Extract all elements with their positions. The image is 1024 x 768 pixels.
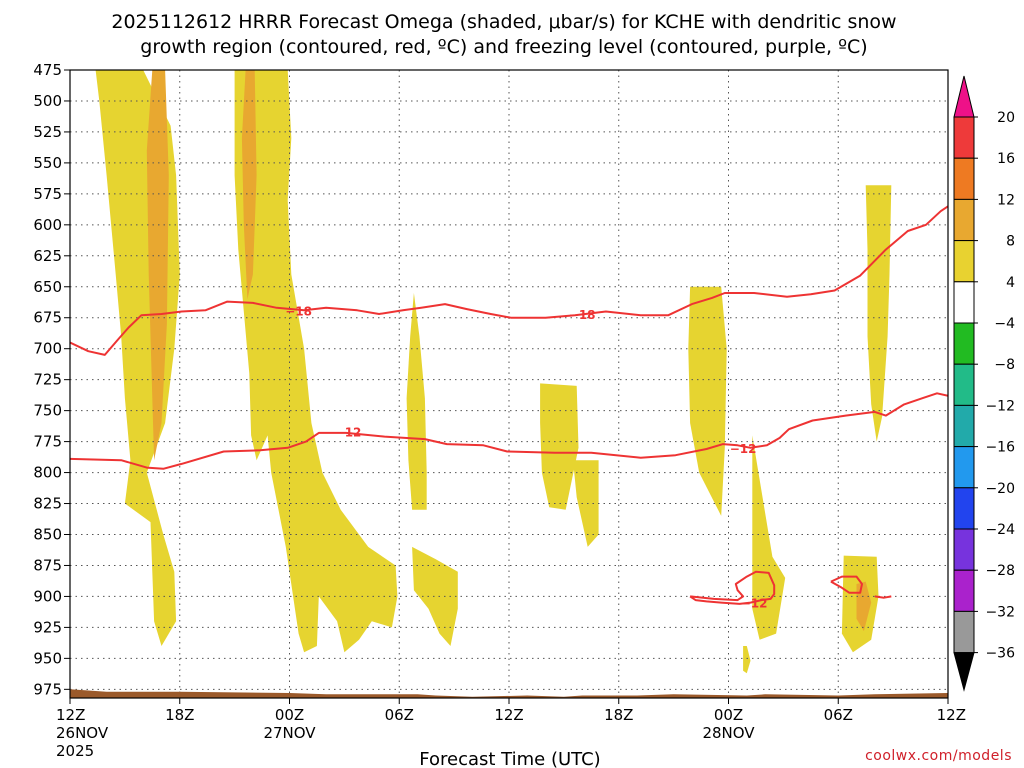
x-tick-label: 00Z	[275, 706, 304, 724]
colorbar-label: −28	[985, 563, 1015, 579]
colorbar-swatch	[953, 157, 975, 200]
y-tick-label: 675	[33, 309, 62, 327]
contour-line--12	[830, 575, 863, 594]
y-tick-label: 875	[33, 556, 62, 574]
colorbar-bottom-arrow	[953, 652, 975, 692]
omega-shaded-region-light	[573, 460, 599, 547]
y-tick-label: 900	[33, 587, 62, 605]
contour-label: −18	[285, 304, 312, 318]
colorbar-label: −20	[985, 481, 1015, 497]
y-tick-label: 750	[33, 402, 62, 420]
omega-shaded-region-light	[743, 646, 751, 674]
y-tick-label: 575	[33, 185, 62, 203]
colorbar-label: −12	[985, 398, 1015, 414]
y-tick-label: 950	[33, 649, 62, 667]
y-tick-label: 725	[33, 371, 62, 389]
colorbar-swatch	[953, 322, 975, 365]
colorbar-swatch	[953, 446, 975, 489]
colorbar-swatch	[953, 116, 975, 159]
chart-title-line1: 2025112612 HRRR Forecast Omega (shaded, …	[111, 11, 896, 33]
colorbar-swatch	[953, 198, 975, 242]
contour-line--12	[689, 570, 776, 605]
colorbar-label: −24	[985, 522, 1015, 538]
plot-area: −18 −18 −12 −12 −12	[69, 69, 949, 699]
x-tick-label: 06Z	[385, 706, 414, 724]
y-tick-label: 925	[33, 618, 62, 636]
y-tick-label: 625	[33, 247, 62, 265]
terrain-fill	[70, 689, 948, 698]
colorbar-label: 12	[997, 192, 1015, 208]
omega-shaded-region-light	[865, 185, 892, 442]
y-tick-label: 775	[33, 433, 62, 451]
colorbar-label: 16	[997, 151, 1015, 167]
x-axis-title: Forecast Time (UTC)	[419, 749, 600, 768]
x-tick-label: 18Z	[604, 706, 633, 724]
omega-shaded-region-light	[688, 286, 727, 516]
colorbar-label: 8	[1006, 234, 1015, 250]
colorbar-swatch	[953, 363, 975, 406]
y-tick-label: 800	[33, 464, 62, 482]
contour-label: −18	[569, 308, 596, 322]
colorbar-label: −16	[985, 440, 1015, 456]
y-tick-label: 525	[33, 123, 62, 141]
colorbar-swatch	[953, 240, 975, 283]
x-tick-year-label: 2025	[56, 742, 94, 760]
omega-shaded-region-light	[752, 435, 786, 640]
omega-shaded-region-light	[412, 546, 458, 646]
contour-line--12	[70, 392, 948, 470]
colorbar-label: 20	[997, 110, 1015, 126]
x-tick-date-label: 26NOV	[56, 724, 109, 742]
colorbar-swatch	[953, 528, 975, 571]
y-tick-label: 475	[33, 61, 62, 79]
colorbar: 20 16 12 8 4 −4 −8 −12 −16 −20 −24 −28 −32 −36	[953, 75, 1015, 692]
colorbar-label: −32	[985, 604, 1015, 620]
contour-label: −12	[730, 442, 757, 456]
y-tick-label: 500	[33, 92, 62, 110]
colorbar-top-arrow	[953, 75, 975, 118]
x-tick-label: 18Z	[165, 706, 194, 724]
colorbar-label: −8	[994, 357, 1015, 373]
credit-link[interactable]: coolwx.com/models	[865, 748, 1012, 764]
colorbar-label: 4	[1006, 275, 1015, 291]
contour-line--12	[874, 595, 892, 599]
omega-shaded-region-light	[234, 70, 398, 653]
y-tick-label: 975	[33, 680, 62, 698]
y-tick-label: 850	[33, 525, 62, 543]
contour-line--18	[70, 205, 948, 356]
colorbar-swatch	[953, 610, 975, 654]
y-tick-label: 650	[33, 278, 62, 296]
x-tick-label: 00Z	[714, 706, 743, 724]
x-tick-label: 12Z	[56, 706, 85, 724]
colorbar-label: −4	[994, 316, 1015, 332]
y-tick-label: 600	[33, 216, 62, 234]
omega-shaded-region-medium	[146, 70, 169, 461]
x-tick-date-label: 28NOV	[702, 724, 755, 742]
axes: 475 500 525 550 575 600 625 650 675 700 725 750 775 8…	[33, 61, 966, 760]
x-tick-label: 12Z	[494, 706, 523, 724]
omega-shaded-region-light	[540, 383, 579, 510]
colorbar-swatch	[953, 404, 975, 448]
colorbar-swatch	[953, 569, 975, 612]
omega-shaded-region-medium	[241, 70, 257, 300]
chart-title-line2: growth region (contoured, red, ºC) and f…	[140, 36, 867, 58]
y-tick-label: 700	[33, 340, 62, 358]
x-tick-label: 12Z	[937, 706, 966, 724]
colorbar-swatch	[953, 487, 975, 530]
x-tick-date-label: 27NOV	[263, 724, 316, 742]
omega-shaded-region-medium	[856, 581, 872, 632]
y-tick-label: 550	[33, 154, 62, 172]
contour-label: −12	[335, 426, 362, 440]
colorbar-swatch	[953, 281, 975, 324]
x-tick-label: 06Z	[824, 706, 853, 724]
contour-label: −12	[741, 597, 768, 611]
colorbar-label: −36	[985, 646, 1015, 662]
omega-shaded-region-light	[406, 293, 427, 510]
y-tick-label: 825	[33, 495, 62, 513]
